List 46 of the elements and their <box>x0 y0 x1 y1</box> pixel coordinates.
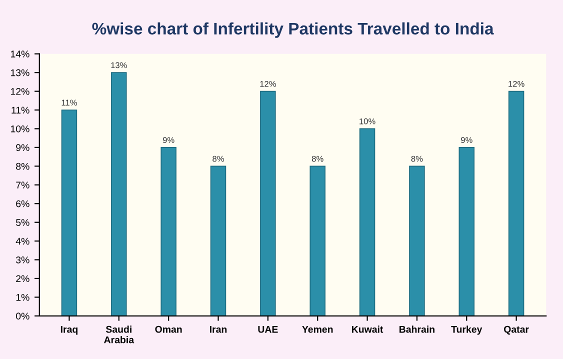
bar <box>160 147 176 316</box>
y-tick-label: 9% <box>16 144 30 152</box>
data-label: 8% <box>411 156 423 162</box>
y-tick-label: 6% <box>16 200 30 208</box>
bar <box>111 72 127 316</box>
y-tick-label: 12% <box>10 88 30 95</box>
x-tick-label: Turkey <box>451 326 482 335</box>
data-label: 10% <box>360 118 376 124</box>
x-tick-label: UAE <box>258 326 278 333</box>
y-tick-label: 10% <box>10 125 30 132</box>
x-tick-label: Iran <box>210 326 227 333</box>
data-label: 9% <box>460 137 472 144</box>
x-tick-label: Kuwait <box>352 326 384 333</box>
x-tick-label: Saudi Arabia <box>104 326 134 344</box>
bar <box>310 166 326 316</box>
data-label: 12% <box>508 80 524 87</box>
y-tick-label: 2% <box>16 275 30 282</box>
y-tick-label: 5% <box>16 219 30 226</box>
data-label: 12% <box>260 80 276 87</box>
x-tick-label: Yemen <box>302 326 333 333</box>
bar <box>61 110 78 316</box>
x-tick-label: Oman <box>155 326 182 333</box>
bar <box>359 128 376 316</box>
y-tick-label: 14% <box>10 50 30 58</box>
bar <box>508 90 524 316</box>
y-tick-label: 7% <box>16 182 30 188</box>
y-tick-label: 1% <box>16 294 30 301</box>
bar <box>260 90 276 316</box>
data-label: 9% <box>162 137 174 144</box>
data-label: 8% <box>212 156 224 162</box>
data-label: 8% <box>312 156 324 162</box>
bar <box>458 147 474 316</box>
data-label: 13% <box>111 62 127 68</box>
bar <box>210 166 226 316</box>
x-tick-label: Qatar <box>504 326 529 335</box>
bar <box>409 166 425 316</box>
y-tick-label: 4% <box>16 238 30 245</box>
x-tick-label: Iraq <box>60 326 78 335</box>
y-tick-label: 8% <box>16 162 30 170</box>
chart-title: %wise chart of Infertility Patients Travelled to India <box>92 22 494 38</box>
x-tick-label: Bahrain <box>400 326 434 333</box>
y-tick-label: 13% <box>10 69 30 76</box>
data-label: 11% <box>62 100 77 106</box>
y-tick-label: 11% <box>12 106 30 114</box>
y-tick-label: 0% <box>16 312 30 320</box>
y-tick-label: 3% <box>16 256 30 264</box>
